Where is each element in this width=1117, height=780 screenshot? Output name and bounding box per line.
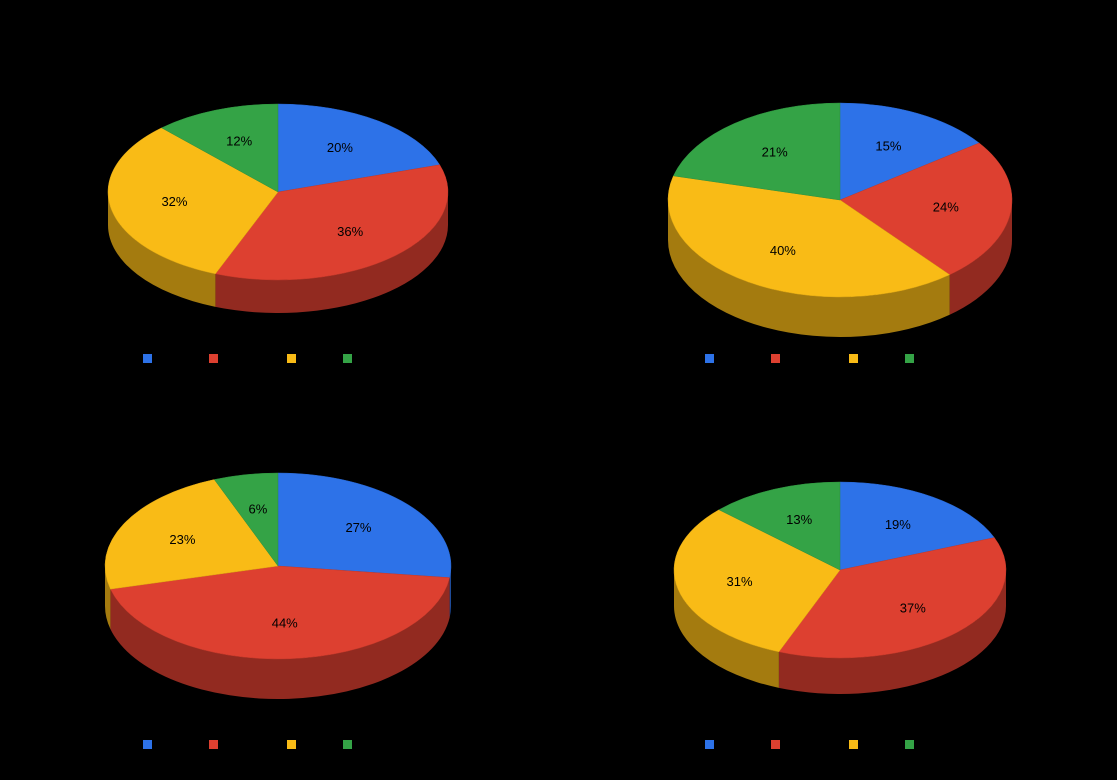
legend-swatch-blue[interactable]: [143, 739, 152, 749]
legend-top-left: [143, 352, 352, 364]
pie-slice[interactable]: [110, 565, 450, 660]
legend-swatch-green[interactable]: [905, 353, 914, 363]
pie-slice[interactable]: [667, 175, 951, 298]
legend-bottom-right: [705, 738, 914, 750]
slice-label: 36%: [337, 224, 363, 239]
pie-top-left-canvas: 20% 36% 32% 12%: [107, 103, 449, 313]
slice-label: 27%: [345, 520, 371, 535]
pie-chart-top-left: 20% 36% 32% 12%: [58, 60, 498, 400]
legend-swatch-red[interactable]: [771, 353, 780, 363]
pie-chart-bottom-left: 27% 44% 23% 6%: [58, 440, 498, 780]
pie-slice-wall: [108, 192, 216, 307]
pie-slice[interactable]: [839, 142, 1013, 276]
pie-slice[interactable]: [778, 537, 1007, 659]
pie-slice-wall: [778, 570, 1006, 694]
pie-slice-wall: [674, 570, 779, 688]
pie-slice-wall: [449, 566, 451, 618]
legend-swatch-red[interactable]: [209, 739, 218, 749]
slice-label: 6%: [249, 501, 268, 516]
legend-swatch-yellow[interactable]: [287, 739, 296, 749]
pie-bottom-right-canvas: 19% 37% 31% 13%: [673, 481, 1007, 694]
pie-slice[interactable]: [215, 164, 449, 281]
slice-label: 12%: [226, 133, 252, 148]
legend-swatch-blue[interactable]: [705, 353, 714, 363]
slice-label: 24%: [933, 200, 959, 215]
legend-top-right: [705, 352, 914, 364]
legend-swatch-red[interactable]: [209, 353, 218, 363]
legend-swatch-green[interactable]: [343, 739, 352, 749]
pie-slice[interactable]: [673, 102, 841, 201]
pie-slice[interactable]: [277, 472, 452, 578]
legend-swatch-blue[interactable]: [705, 739, 714, 749]
pie-chart-bottom-right: 19% 37% 31% 13%: [620, 440, 1060, 780]
slice-label: 31%: [727, 574, 753, 589]
legend-swatch-green[interactable]: [343, 353, 352, 363]
pie-slice-wall: [668, 200, 950, 338]
legend-swatch-yellow[interactable]: [849, 739, 858, 749]
pie-slice-wall: [105, 566, 111, 630]
legend-swatch-red[interactable]: [771, 739, 780, 749]
pie-slice[interactable]: [839, 481, 995, 571]
legend-swatch-green[interactable]: [905, 739, 914, 749]
slice-label: 37%: [900, 601, 926, 616]
slice-label: 13%: [786, 512, 812, 527]
pie-chart-top-right: 15% 24% 40% 21%: [620, 60, 1060, 400]
legend-swatch-yellow[interactable]: [287, 353, 296, 363]
slice-label: 15%: [875, 138, 901, 153]
legend-bottom-left: [143, 738, 352, 750]
pie-slice[interactable]: [107, 127, 279, 275]
slice-label: 40%: [770, 243, 796, 258]
pie-slice[interactable]: [839, 102, 980, 201]
slice-label: 21%: [762, 144, 788, 159]
legend-swatch-yellow[interactable]: [849, 353, 858, 363]
pie-slice-wall: [949, 200, 1012, 315]
legend-swatch-blue[interactable]: [143, 353, 152, 363]
pie-slice[interactable]: [104, 479, 279, 590]
slice-label: 20%: [327, 140, 353, 155]
pie-slice[interactable]: [213, 472, 279, 567]
pie-slice-wall: [110, 577, 450, 699]
pie-slice-wall: [215, 192, 448, 313]
pie-slice[interactable]: [161, 103, 279, 193]
pie-top-right-canvas: 15% 24% 40% 21%: [667, 102, 1013, 338]
pie-slice[interactable]: [718, 481, 841, 571]
pie-slice[interactable]: [673, 509, 841, 653]
slice-label: 44%: [272, 616, 298, 631]
pie-slice[interactable]: [277, 103, 441, 193]
slice-label: 32%: [161, 194, 187, 209]
slice-label: 23%: [169, 532, 195, 547]
slice-label: 19%: [885, 517, 911, 532]
pie-bottom-left-canvas: 27% 44% 23% 6%: [104, 472, 452, 699]
